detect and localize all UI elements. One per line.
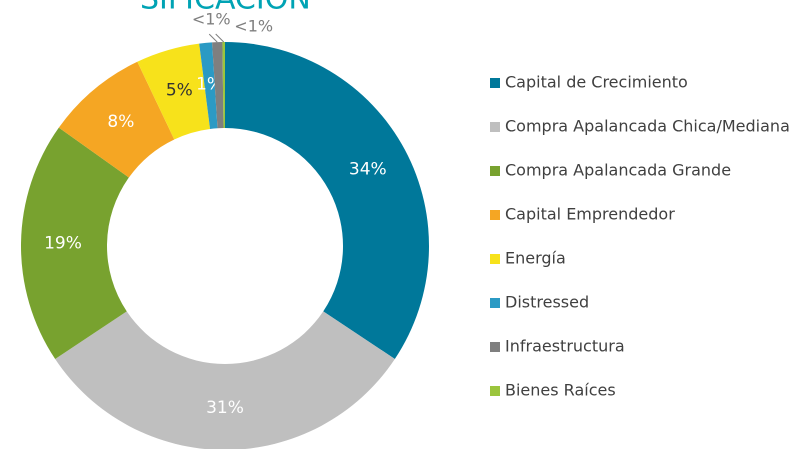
legend-marker (490, 254, 500, 264)
legend-marker (490, 342, 500, 352)
legend-label: Infraestructura (505, 337, 625, 356)
leader-line (215, 33, 225, 43)
leader-line (208, 33, 218, 43)
legend-label: Bienes Raíces (505, 381, 616, 400)
legend-label: Distressed (505, 293, 589, 312)
legend-marker (490, 210, 500, 220)
legend-marker (490, 298, 500, 308)
slice (199, 42, 218, 129)
legend-label: Capital Emprendedor (505, 205, 675, 224)
data-label: 8% (107, 112, 134, 132)
legend-marker (490, 386, 500, 396)
slice (55, 311, 395, 449)
legend-label: Energía (505, 249, 566, 268)
slice (21, 127, 129, 359)
slice (137, 43, 211, 140)
slice (222, 42, 225, 129)
data-label: <1% (234, 17, 273, 36)
legend-marker (490, 122, 500, 132)
data-label: 34% (349, 159, 387, 179)
legend-label: Compra Apalancada Chica/Mediana (505, 117, 790, 136)
slice (212, 42, 224, 129)
legend-marker (490, 166, 500, 176)
slice (225, 42, 429, 359)
data-label: 31% (206, 398, 244, 418)
legend-label: Compra Apalancada Grande (505, 161, 731, 180)
data-label: 5% (166, 81, 193, 101)
legend-label: Capital de Crecimiento (505, 73, 688, 92)
legend-marker (490, 78, 500, 88)
chart-title: SIFICACIÓN (140, 0, 311, 17)
data-label: <1% (192, 10, 231, 29)
slice (58, 61, 175, 178)
data-label: 19% (44, 233, 82, 253)
